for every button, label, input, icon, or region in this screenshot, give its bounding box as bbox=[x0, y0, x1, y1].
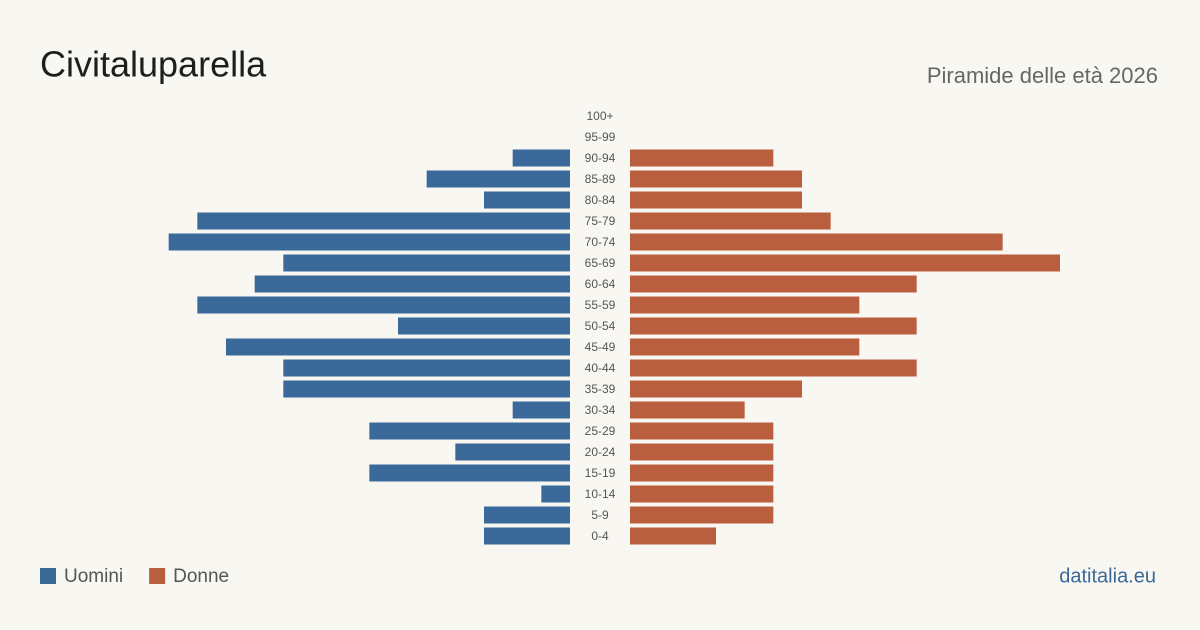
bar bbox=[630, 401, 745, 419]
bar bbox=[630, 359, 917, 377]
bar bbox=[630, 149, 774, 167]
bar bbox=[283, 359, 570, 377]
bar bbox=[283, 380, 570, 398]
bar bbox=[630, 422, 774, 440]
bar bbox=[630, 380, 802, 398]
bar bbox=[630, 485, 774, 503]
age-label: 75-79 bbox=[585, 214, 616, 228]
age-label: 90-94 bbox=[585, 151, 616, 165]
age-label: 35-39 bbox=[585, 382, 616, 396]
bar bbox=[630, 527, 716, 545]
age-label: 100+ bbox=[586, 109, 613, 123]
bar bbox=[541, 485, 570, 503]
age-label: 50-54 bbox=[585, 319, 616, 333]
bar bbox=[630, 191, 802, 209]
age-label: 20-24 bbox=[585, 445, 616, 459]
age-label: 25-29 bbox=[585, 424, 616, 438]
bar bbox=[630, 275, 917, 293]
age-label: 55-59 bbox=[585, 298, 616, 312]
legend-label: Donne bbox=[173, 566, 229, 587]
bar bbox=[369, 422, 570, 440]
chart-subtitle: Piramide delle età 2026 bbox=[927, 63, 1158, 88]
bar bbox=[484, 506, 570, 524]
bar bbox=[512, 401, 570, 419]
legend-label: Uomini bbox=[64, 566, 123, 587]
age-label: 60-64 bbox=[585, 277, 616, 291]
bar bbox=[630, 506, 774, 524]
bar bbox=[168, 233, 570, 251]
age-label: 10-14 bbox=[585, 487, 616, 501]
bar bbox=[283, 254, 570, 272]
bar bbox=[254, 275, 570, 293]
legend-swatch bbox=[149, 568, 166, 584]
legend-swatch bbox=[40, 568, 56, 584]
bar bbox=[630, 170, 802, 188]
bar bbox=[426, 170, 570, 188]
source: datitalia.eu bbox=[1059, 565, 1156, 587]
age-label: 0-4 bbox=[591, 529, 609, 543]
bar bbox=[630, 296, 860, 314]
age-label: 70-74 bbox=[585, 235, 616, 249]
age-label: 80-84 bbox=[585, 193, 616, 207]
age-label: 45-49 bbox=[585, 340, 616, 354]
bar bbox=[197, 296, 571, 314]
age-label: 5-9 bbox=[591, 508, 609, 522]
age-label: 30-34 bbox=[585, 403, 616, 417]
bar bbox=[455, 443, 570, 461]
bar bbox=[398, 317, 570, 335]
bar bbox=[630, 464, 774, 482]
age-label: 65-69 bbox=[585, 256, 616, 270]
bar bbox=[630, 443, 774, 461]
bar bbox=[226, 338, 570, 356]
bar bbox=[630, 338, 860, 356]
bar bbox=[630, 254, 1060, 272]
bar bbox=[630, 233, 1003, 251]
bar bbox=[369, 464, 570, 482]
age-label: 95-99 bbox=[585, 130, 616, 144]
bar bbox=[484, 191, 570, 209]
bar bbox=[512, 149, 570, 167]
age-label: 40-44 bbox=[585, 361, 616, 375]
age-label: 15-19 bbox=[585, 466, 616, 480]
age-label: 85-89 bbox=[585, 172, 616, 186]
bar bbox=[484, 527, 570, 545]
chart-title: Civitaluparella bbox=[40, 44, 267, 85]
bar bbox=[630, 317, 917, 335]
bar bbox=[630, 212, 831, 230]
bar bbox=[197, 212, 571, 230]
